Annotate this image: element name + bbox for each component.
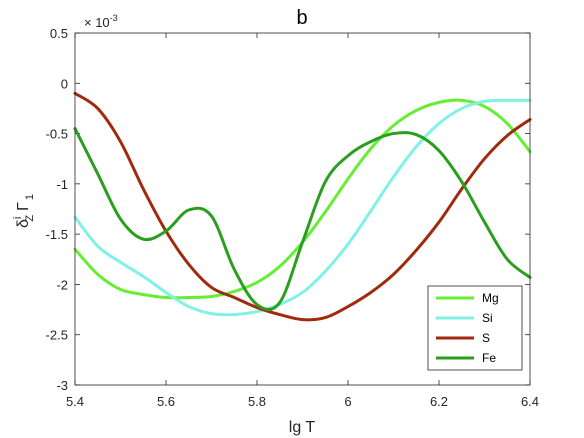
exponent-power: -3 — [110, 13, 118, 23]
ylabel-sup: i — [12, 217, 24, 219]
ylabel-rest: Γ — [15, 202, 32, 211]
series-layer — [73, 91, 532, 322]
y-tick-label: -1.5 — [46, 227, 68, 242]
y-tick-label: 0.5 — [50, 26, 68, 41]
y-axis-title: δiZΓ 1 — [12, 194, 36, 228]
x-axis-title: lg T — [289, 419, 316, 436]
tick-layer: 5.4 5.6 5.8 6 6.2 6.4 0.5 0 -0.5 -1 -1.5 -2 -2.5 -3 — [46, 26, 539, 409]
x-tick-label: 6 — [344, 394, 351, 409]
legend-label-s: S — [482, 331, 490, 345]
legend-label-si: Si — [482, 311, 493, 325]
legend-label-fe: Fe — [482, 351, 496, 365]
ylabel-sub: Z — [24, 215, 36, 222]
y-tick-label: -1 — [56, 177, 68, 192]
legend: Mg Si S Fe — [427, 285, 523, 371]
ylabel-base: δ — [15, 219, 32, 228]
y-tick-label: -2 — [56, 277, 68, 292]
series-line-si — [73, 98, 532, 317]
ylabel-rest-sub: 1 — [24, 194, 36, 200]
chart-title: b — [296, 7, 307, 29]
x-tick-label: 6.4 — [521, 394, 539, 409]
y-tick-label: 0 — [61, 76, 68, 91]
exponent-base: × 10 — [84, 15, 110, 30]
x-tick-label: 5.8 — [248, 394, 266, 409]
x-tick-label: 6.2 — [430, 394, 448, 409]
series-line-fe — [73, 127, 532, 311]
x-tick-label: 5.4 — [66, 394, 84, 409]
legend-box — [427, 285, 523, 371]
y-tick-label: -0.5 — [46, 127, 68, 142]
legend-label-mg: Mg — [482, 291, 499, 305]
series-line-s — [73, 91, 532, 322]
y-tick-label: -2.5 — [46, 328, 68, 343]
x-tick-label: 5.6 — [157, 394, 175, 409]
exponent-label: × 10-3 — [84, 13, 118, 30]
y-tick-label: -3 — [56, 378, 68, 393]
plot-frame — [74, 32, 531, 386]
